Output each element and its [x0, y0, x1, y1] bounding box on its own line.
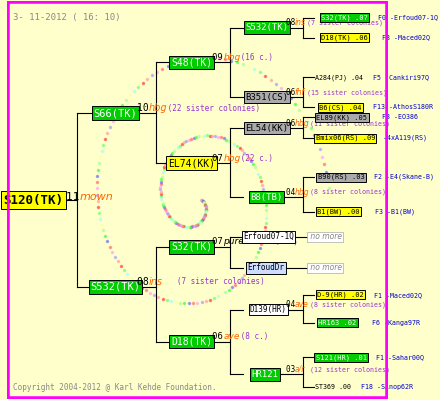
Text: B90(RS) .03: B90(RS) .03: [318, 174, 364, 180]
Text: 08: 08: [137, 277, 155, 287]
Text: F6 -Kanga97R: F6 -Kanga97R: [364, 320, 420, 326]
Text: no more: no more: [308, 232, 342, 241]
Text: A284(PJ) .04: A284(PJ) .04: [315, 74, 363, 81]
Text: F3 -B1(BW): F3 -B1(BW): [367, 209, 415, 215]
Text: S32(TK) .07: S32(TK) .07: [321, 14, 368, 21]
Text: (12 sister colonies): (12 sister colonies): [306, 366, 389, 373]
Text: (11 sister colonies): (11 sister colonies): [306, 120, 389, 126]
Text: Bmix06(RS) .09: Bmix06(RS) .09: [315, 135, 375, 142]
Text: 09: 09: [212, 53, 228, 62]
Text: D139(HR): D139(HR): [250, 305, 287, 314]
Text: S48(TK): S48(TK): [171, 58, 212, 68]
Text: S121(HR) .01: S121(HR) .01: [315, 354, 367, 361]
Text: F5 -Cankiri97Q: F5 -Cankiri97Q: [369, 74, 429, 80]
Text: (7 sister colonies): (7 sister colonies): [303, 19, 383, 26]
Text: ErfoudDr: ErfoudDr: [247, 263, 284, 272]
Text: hbg: hbg: [294, 188, 309, 196]
Text: F18 -Sinop62R: F18 -Sinop62R: [353, 384, 413, 390]
Text: (8 c.): (8 c.): [236, 332, 269, 341]
Text: (8 sister colonies): (8 sister colonies): [306, 301, 385, 308]
Text: 06: 06: [286, 88, 300, 97]
Text: F1 -Sahar00Q: F1 -Sahar00Q: [372, 354, 424, 360]
Text: 3- 11-2012 ( 16: 10): 3- 11-2012 ( 16: 10): [13, 13, 120, 22]
Text: F3 -EO386: F3 -EO386: [374, 114, 418, 120]
Text: (16 c.): (16 c.): [236, 53, 274, 62]
Text: B1(BW) .00: B1(BW) .00: [317, 209, 359, 215]
Text: hbg: hbg: [224, 53, 241, 62]
Text: F1 -Maced02Q: F1 -Maced02Q: [370, 292, 422, 298]
Text: (15 sister colonies): (15 sister colonies): [303, 89, 387, 96]
Text: hbg: hbg: [294, 119, 309, 128]
Text: S532(TK): S532(TK): [245, 23, 288, 32]
Text: EL54(KK): EL54(KK): [245, 124, 288, 133]
Text: F13 -AthosS180R: F13 -AthosS180R: [369, 104, 433, 110]
Text: D18(TK): D18(TK): [171, 336, 212, 346]
Text: no more: no more: [308, 263, 342, 272]
Text: hbg: hbg: [148, 103, 167, 113]
Text: pure: pure: [224, 237, 244, 246]
Text: ins: ins: [148, 277, 162, 287]
Text: 04: 04: [286, 188, 300, 196]
Text: 07: 07: [212, 237, 228, 246]
Text: F2 -E4(Skane-B): F2 -E4(Skane-B): [370, 174, 434, 180]
Text: F3 -Maced02Q: F3 -Maced02Q: [374, 34, 430, 40]
Text: B8(TB): B8(TB): [251, 192, 283, 202]
Text: (8 sister colonies): (8 sister colonies): [306, 189, 385, 195]
Text: 11: 11: [66, 192, 87, 202]
Text: HR121: HR121: [252, 370, 279, 379]
Text: 10: 10: [137, 103, 155, 113]
Text: 04: 04: [286, 300, 300, 309]
Text: 06: 06: [212, 332, 228, 341]
Text: D18(TK) .06: D18(TK) .06: [321, 34, 368, 41]
Text: a/r: a/r: [294, 365, 305, 374]
Text: S120(TK): S120(TK): [4, 194, 63, 206]
Text: fhf: fhf: [294, 88, 304, 97]
Text: mown: mown: [79, 192, 113, 202]
Text: 03: 03: [286, 365, 300, 374]
Text: ave: ave: [224, 332, 240, 341]
Text: ins: ins: [294, 18, 305, 27]
Text: hbg: hbg: [224, 154, 241, 163]
Text: ave: ave: [294, 300, 308, 309]
Text: F0 -Erfoud07-1Q: F0 -Erfoud07-1Q: [374, 15, 438, 21]
Text: ST369 .00: ST369 .00: [315, 384, 351, 390]
Text: (22 sister colonies): (22 sister colonies): [163, 104, 260, 113]
Text: EL74(KK): EL74(KK): [168, 158, 215, 168]
Text: Erfoud07-1Q: Erfoud07-1Q: [243, 232, 294, 241]
Text: 07: 07: [212, 154, 228, 163]
Text: (7 sister colonies): (7 sister colonies): [163, 277, 265, 286]
Text: S66(TK): S66(TK): [94, 108, 137, 118]
Text: S532(TK): S532(TK): [91, 282, 140, 292]
Text: EL89(KK) .05: EL89(KK) .05: [316, 114, 367, 120]
Text: HR163 .02: HR163 .02: [319, 320, 357, 326]
Text: D-9(HR) .02: D-9(HR) .02: [317, 292, 363, 298]
Text: B351(CS): B351(CS): [245, 93, 288, 102]
Text: 08: 08: [286, 18, 300, 27]
Text: (22 c.): (22 c.): [236, 154, 274, 163]
Text: Copyright 2004-2012 @ Karl Kehde Foundation.: Copyright 2004-2012 @ Karl Kehde Foundat…: [13, 383, 216, 392]
Text: B6(CS) .04: B6(CS) .04: [319, 104, 361, 110]
Text: S32(TK): S32(TK): [171, 242, 212, 252]
Text: -4xA119(RS): -4xA119(RS): [379, 135, 427, 142]
Text: 06: 06: [286, 119, 300, 128]
Text: d Erfoud, c.): d Erfoud, c.): [241, 239, 298, 245]
